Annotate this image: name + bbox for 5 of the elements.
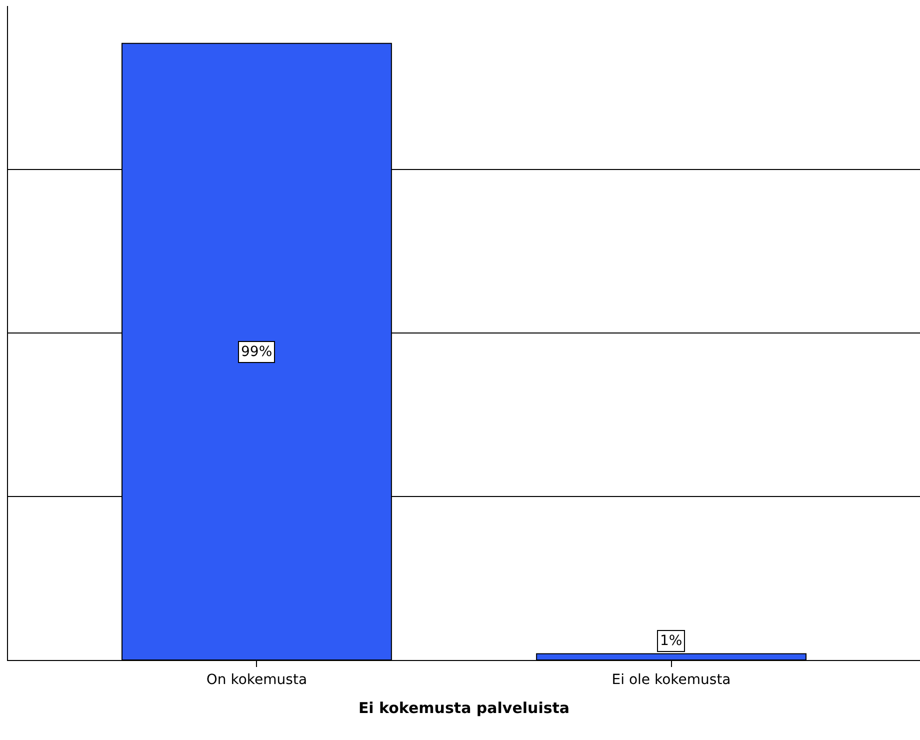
x-tick-label: On kokemusta xyxy=(206,672,308,688)
data-label: 1% xyxy=(660,633,682,649)
x-tick-label: Ei ole kokemusta xyxy=(612,672,731,688)
x-axis-title: Ei kokemusta palveluista xyxy=(358,698,570,717)
data-label: 99% xyxy=(241,344,272,360)
